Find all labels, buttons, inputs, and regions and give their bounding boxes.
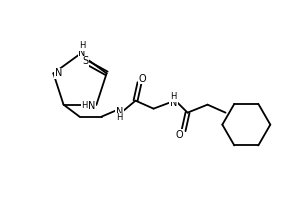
Text: O: O (176, 130, 183, 140)
Text: S: S (82, 56, 89, 66)
Text: H: H (170, 92, 177, 101)
Text: N: N (78, 48, 86, 58)
Text: N: N (170, 98, 177, 108)
Text: O: O (139, 74, 146, 84)
Text: N: N (116, 107, 123, 117)
Text: N: N (55, 68, 62, 78)
Text: H: H (116, 113, 123, 122)
Text: N: N (88, 101, 95, 111)
Text: H: H (81, 101, 88, 110)
Text: H: H (79, 42, 85, 50)
